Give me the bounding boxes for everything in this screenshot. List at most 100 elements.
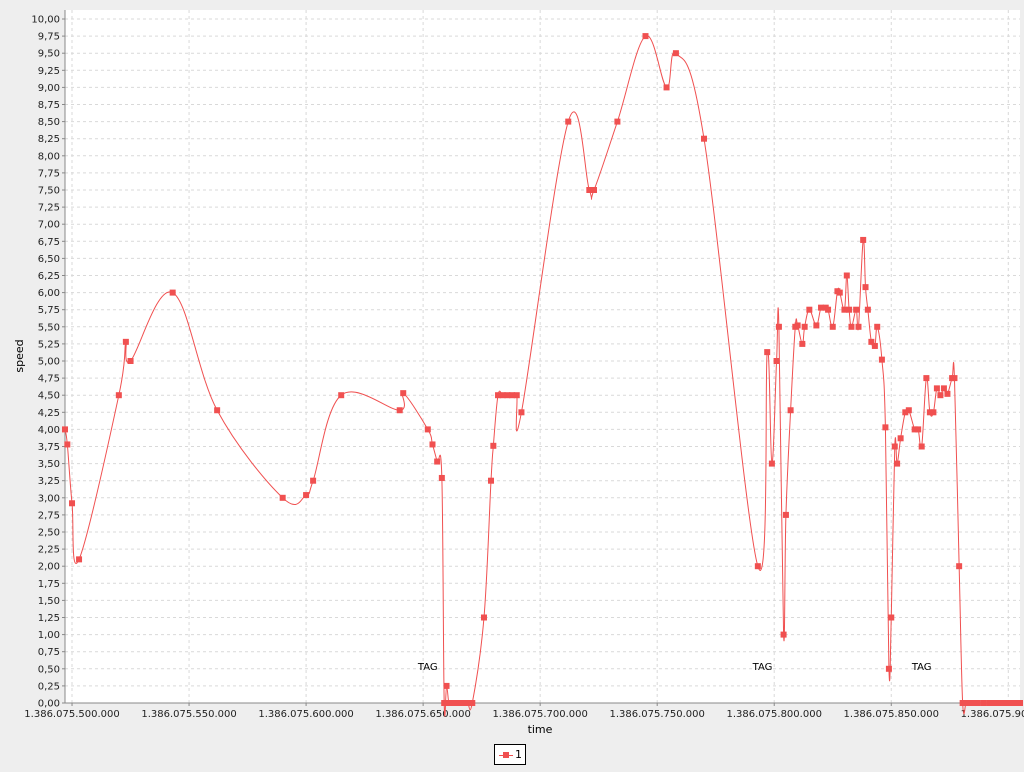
y-tick-label: 0,25	[38, 681, 60, 692]
data-point	[499, 392, 506, 399]
data-point	[455, 700, 462, 706]
data-point	[169, 289, 176, 296]
y-tick-label: 1,25	[38, 613, 60, 624]
y-tick-label: 6,00	[38, 288, 60, 299]
x-tick-label: 1.386.075.600.000	[258, 709, 353, 720]
data-point	[127, 358, 134, 364]
y-tick-label: 3,00	[38, 493, 60, 504]
data-point	[488, 477, 495, 484]
data-point	[860, 236, 867, 243]
data-point	[76, 556, 83, 563]
annotation-label: TAG	[752, 662, 773, 673]
y-tick-label: 7,75	[38, 168, 60, 179]
data-point	[926, 409, 933, 416]
data-point	[841, 306, 848, 313]
data-point	[915, 426, 922, 433]
data-point	[764, 349, 771, 356]
data-point	[780, 631, 787, 638]
data-point	[122, 338, 129, 345]
y-tick-label: 1,50	[38, 596, 60, 607]
y-tick-label: 2,25	[38, 545, 60, 556]
y-tick-label: 6,25	[38, 271, 60, 282]
data-point	[885, 665, 892, 672]
data-point	[825, 306, 832, 313]
x-tick-label: 1.386.075.500.000	[24, 709, 119, 720]
data-point	[642, 33, 649, 40]
y-tick-label: 8,75	[38, 100, 60, 111]
y-tick-label: 9,00	[38, 83, 60, 94]
data-point	[799, 340, 806, 347]
data-point	[862, 284, 869, 291]
data-point	[434, 458, 441, 465]
axes: 0,00 0,25 0,50 0,75 1,00 1,25 1,50 1,75 2,00 2,25…	[24, 10, 1024, 720]
data-point	[970, 700, 977, 706]
data-point	[855, 323, 862, 330]
data-point	[966, 700, 973, 706]
y-tick-label: 10,00	[31, 15, 60, 26]
data-point	[930, 409, 937, 416]
data-point	[782, 511, 789, 518]
y-tick-label: 0,50	[38, 664, 60, 675]
y-tick-label: 8,00	[38, 151, 60, 162]
y-tick-label: 9,75	[38, 32, 60, 43]
y-tick-label: 4,75	[38, 374, 60, 385]
y-tick-label: 5,75	[38, 305, 60, 316]
data-point	[801, 323, 808, 330]
data-point	[768, 460, 775, 467]
data-point	[871, 342, 878, 349]
data-point	[933, 385, 940, 392]
y-tick-label: 6,75	[38, 237, 60, 248]
y-tick-label: 2,75	[38, 510, 60, 521]
data-point	[480, 614, 487, 621]
data-point	[64, 441, 71, 448]
data-point	[495, 392, 502, 399]
data-point	[878, 356, 885, 363]
legend: 1	[494, 744, 526, 765]
data-point	[614, 118, 621, 125]
data-point	[888, 614, 895, 621]
data-point	[469, 700, 476, 706]
data-point	[586, 187, 593, 193]
data-point	[672, 50, 679, 57]
data-point	[902, 409, 909, 416]
data-point	[590, 187, 597, 193]
data-point	[911, 426, 918, 433]
data-point	[303, 492, 310, 499]
data-point	[1000, 700, 1007, 706]
data-point	[438, 474, 445, 481]
data-point	[848, 323, 855, 330]
data-point	[69, 500, 76, 507]
y-tick-label: 2,50	[38, 528, 60, 539]
annotations: TAG TAG TAG	[417, 662, 932, 673]
data-point	[894, 460, 901, 467]
legend-label: 1	[515, 748, 522, 761]
data-point	[513, 392, 520, 399]
data-point	[986, 700, 993, 706]
data-point	[846, 306, 853, 313]
data-point	[1017, 700, 1023, 706]
data-point	[279, 494, 286, 501]
data-point	[775, 323, 782, 330]
y-tick-label: 5,00	[38, 357, 60, 368]
annotation-label: TAG	[911, 662, 932, 673]
y-tick-label: 2,00	[38, 562, 60, 573]
data-point	[959, 700, 966, 706]
y-tick-label: 3,50	[38, 459, 60, 470]
data-point	[937, 392, 944, 399]
data-point	[490, 442, 497, 449]
data-point	[396, 407, 403, 414]
data-point	[923, 375, 930, 382]
data-point	[963, 700, 970, 706]
data-point	[980, 700, 987, 706]
y-tick-label: 4,50	[38, 391, 60, 402]
legend-marker-swatch	[503, 752, 509, 758]
x-tick-label: 1.386.075.900.000	[961, 709, 1024, 720]
data-point	[787, 407, 794, 414]
x-axis-title: time	[528, 723, 553, 736]
data-point	[509, 392, 516, 399]
data-point	[663, 84, 670, 91]
y-tick-label: 3,25	[38, 476, 60, 487]
y-tick-label: 0,00	[38, 699, 60, 710]
data-point	[565, 118, 572, 125]
data-point	[992, 700, 999, 706]
